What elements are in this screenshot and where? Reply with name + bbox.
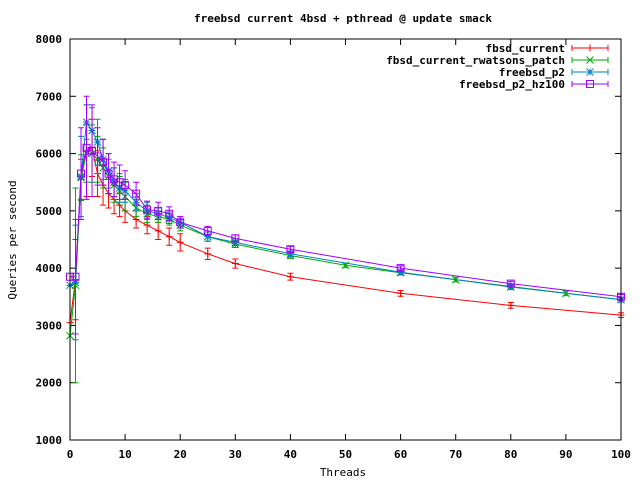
x-tick-label: 20 (174, 448, 187, 461)
series-fbsd_current (66, 104, 625, 327)
data-point (506, 279, 515, 288)
data-point (231, 234, 240, 243)
series-line (70, 147, 622, 298)
legend: fbsd_currentfbsd_current_rwatsons_patchf… (386, 42, 609, 91)
data-point (88, 146, 97, 155)
legend-marker (586, 56, 594, 64)
y-tick-label: 3000 (36, 319, 63, 332)
legend-errorbar-cap (571, 45, 609, 51)
data-point (93, 152, 102, 161)
data-point (104, 169, 113, 178)
data-point (165, 233, 173, 241)
data-point (397, 289, 405, 297)
data-point (82, 143, 91, 152)
x-tick-label: 80 (504, 448, 517, 461)
data-point (132, 215, 140, 223)
data-point (165, 209, 174, 218)
data-point (396, 268, 405, 277)
y-tick-label: 4000 (36, 262, 63, 275)
x-tick-label: 10 (118, 448, 131, 461)
series-fbsd_current_rwatsons_patch (66, 124, 625, 384)
data-point (231, 238, 240, 247)
data-point (154, 227, 162, 235)
y-tick-label: 8000 (36, 33, 63, 46)
legend-marker (586, 44, 594, 52)
x-tick-label: 60 (394, 448, 407, 461)
data-point (507, 301, 515, 309)
x-tick-label: 30 (229, 448, 242, 461)
data-point (115, 178, 124, 187)
plot-frame (69, 38, 622, 441)
y-axis-label: Queries per second (6, 180, 19, 299)
x-tick-label: 90 (559, 448, 572, 461)
data-point (154, 206, 163, 215)
data-point (71, 272, 80, 281)
data-point (231, 260, 239, 268)
legend-errorbar-cap (571, 81, 609, 87)
data-point (286, 273, 294, 281)
legend-label: fbsd_current (486, 42, 565, 55)
legend-marker (586, 80, 594, 88)
x-tick-label: 0 (67, 448, 74, 461)
y-tick-label: 5000 (36, 205, 63, 218)
data-point (143, 221, 151, 229)
data-point (132, 189, 141, 198)
data-point (286, 249, 295, 258)
data-point (176, 218, 185, 227)
x-tick-label: 40 (284, 448, 297, 461)
x-tick-label: 70 (449, 448, 462, 461)
x-tick-label: 50 (339, 448, 352, 461)
legend-label: freebsd_p2_hz100 (459, 78, 565, 91)
data-point (110, 175, 119, 184)
series-freebsd_p2 (66, 104, 625, 341)
data-point (143, 205, 152, 214)
data-point (77, 169, 86, 178)
x-tick-label: 100 (611, 448, 631, 461)
y-tick-label: 2000 (36, 377, 63, 390)
series-line (69, 153, 622, 336)
y-tick-label: 7000 (36, 90, 63, 103)
series-layer (66, 95, 625, 384)
data-point (204, 250, 212, 258)
data-point (286, 245, 295, 254)
data-point (203, 232, 212, 241)
x-axis-ticks: 0 10 20 30 40 50 60 70 80 90 100 (67, 39, 631, 461)
series-line (69, 120, 622, 301)
data-point (396, 264, 405, 273)
legend-label: freebsd_p2 (499, 66, 565, 79)
legend-errorbar-cap (571, 57, 609, 63)
y-axis-ticks: 1000 2000 3000 4000 5000 6000 7000 8000 (36, 33, 621, 447)
legend-errorbar-cap (571, 69, 609, 75)
legend-marker (586, 68, 594, 76)
series-freebsd_p2_hz100 (66, 95, 625, 335)
data-point (203, 226, 212, 235)
chart-title: freebsd current 4bsd + pthread @ update … (194, 12, 492, 25)
data-point (121, 181, 130, 190)
x-axis-label: Threads (320, 466, 366, 479)
y-tick-label: 6000 (36, 148, 63, 161)
data-point (176, 238, 184, 246)
y-tick-label: 1000 (36, 434, 63, 447)
data-point (99, 158, 108, 167)
legend-label: fbsd_current_rwatsons_patch (386, 54, 565, 67)
series-line (69, 147, 622, 323)
